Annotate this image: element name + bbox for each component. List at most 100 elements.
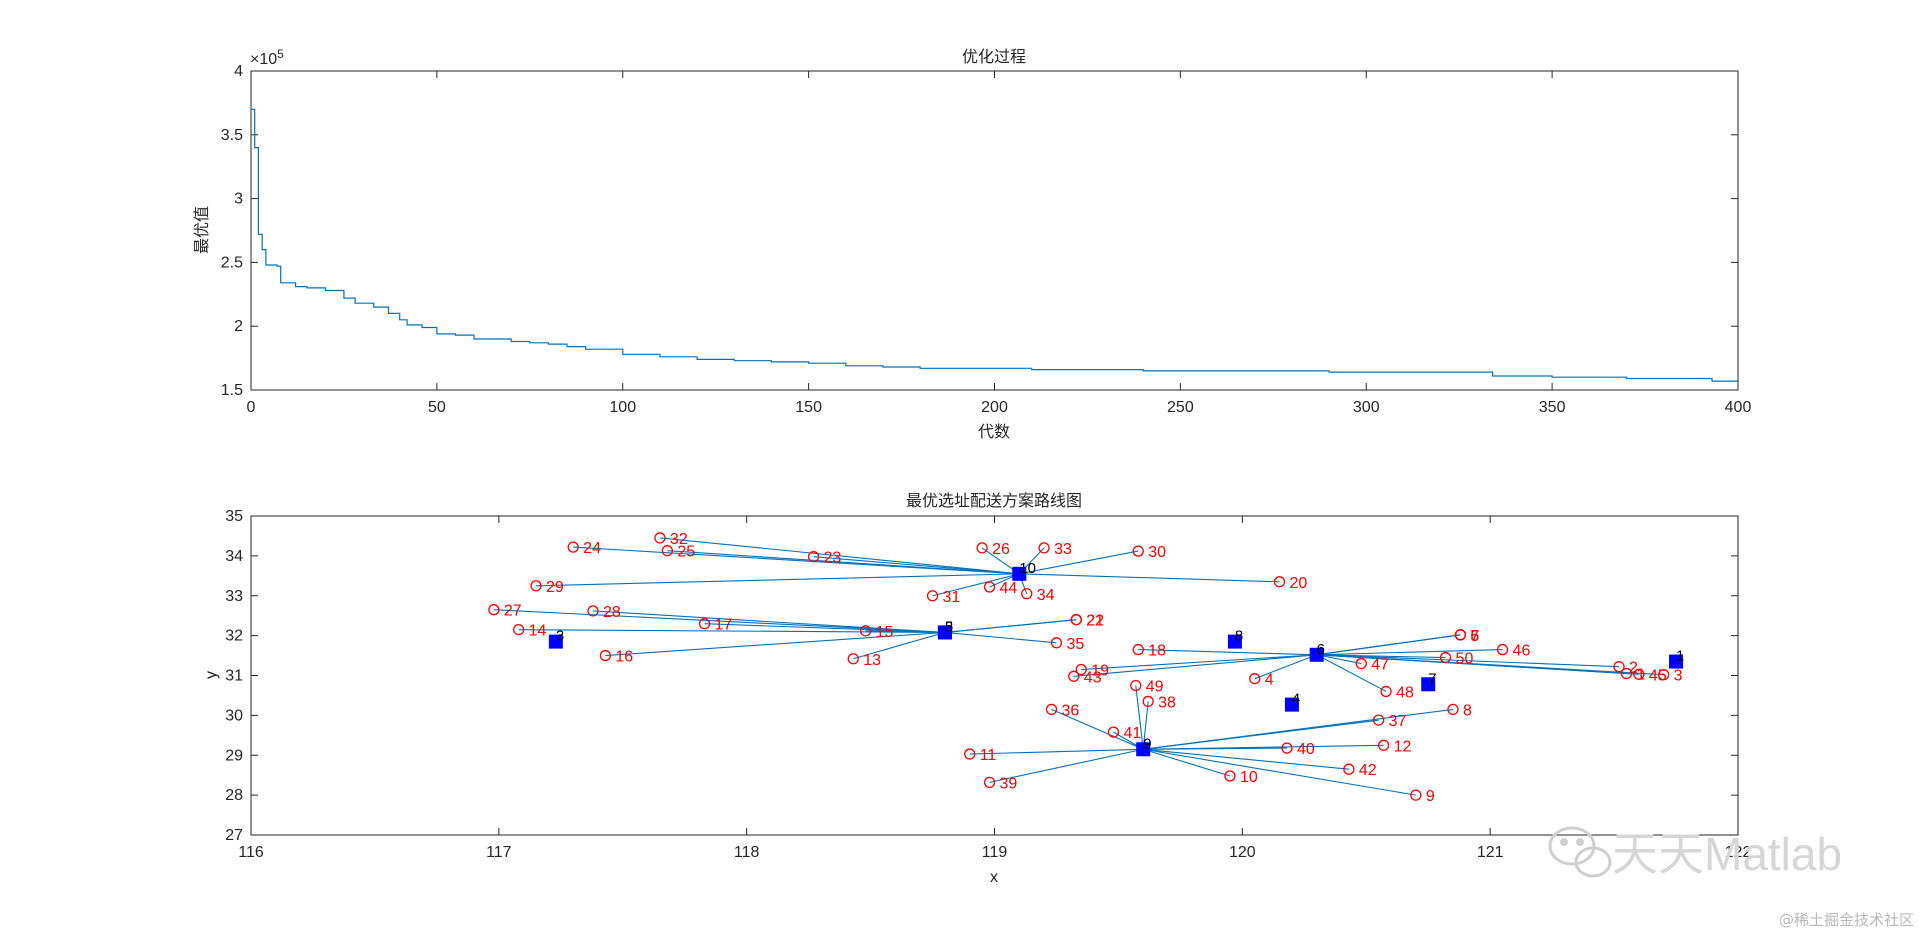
route-line-11: [969, 748, 1144, 755]
customer-point-22: [1070, 614, 1082, 626]
route-line-45: [1316, 654, 1639, 675]
customer-label-45: 45: [1649, 667, 1667, 684]
y-tick-label: 2.5: [221, 254, 243, 271]
route-line-35: [944, 631, 1057, 644]
customer-point-40: [1281, 742, 1293, 754]
route-line-46: [1316, 649, 1503, 656]
y-tick-label: 3.5: [221, 127, 243, 144]
route-line-13: [853, 631, 946, 660]
center-label-5: 5: [945, 618, 953, 635]
route-line-14: [518, 629, 945, 633]
customer-point-24: [567, 541, 579, 553]
center-point-3: [548, 634, 563, 649]
customer-label-29: 29: [546, 579, 564, 596]
center-point-10: [1012, 566, 1027, 581]
footer-watermark: @稀土掘金技术社区: [1779, 911, 1914, 929]
route-map-chart: 116 117 118 119 120 121 122272829303132333435 …: [203, 491, 1751, 886]
customer-label-14: 14: [529, 623, 547, 640]
customer-label-8: 8: [1463, 702, 1472, 719]
route-line-4: [1254, 654, 1317, 680]
customer-point-35: [1050, 637, 1063, 649]
axes-ticks: 0 50 100 150 200 250 300 350 400 1.5 2 2.5 3 3.5 4: [221, 63, 1752, 416]
route-line-23: [813, 556, 1020, 575]
center-point-5: [937, 625, 952, 640]
exponent-power: 5: [277, 47, 284, 61]
customer-label-24: 24: [583, 540, 601, 557]
x-axis-label: 代数: [978, 422, 1010, 441]
route-line-19: [1081, 654, 1317, 671]
customer-label-21: 21: [1086, 613, 1104, 630]
route-line-2: [1316, 654, 1620, 668]
y-exponent-label: ×105: [250, 47, 284, 68]
center-point-8: [1227, 634, 1242, 649]
customer-point-49: [1130, 679, 1142, 692]
customer-label-3: 3: [1674, 668, 1683, 685]
chart-title: 优化过程: [962, 47, 1026, 66]
x-tick-label: 50: [428, 399, 446, 416]
customer-point-8: [1447, 703, 1459, 716]
x-tick-label: 120: [1229, 844, 1256, 861]
customer-label-27: 27: [504, 603, 522, 620]
route-line-39: [989, 748, 1144, 783]
route-line-42: [1143, 748, 1349, 770]
y-tick-label: 3: [234, 191, 243, 208]
x-tick-label: 121: [1477, 844, 1504, 861]
best-value-series-line: [251, 108, 1738, 382]
exponent-base: ×10: [250, 51, 277, 68]
brand-watermark: 天天Matlab: [1612, 828, 1842, 880]
customer-label-19: 19: [1091, 663, 1109, 680]
center-label-10: 10: [1019, 560, 1036, 577]
y-tick-label: 2: [234, 318, 243, 335]
customer-label-38: 38: [1158, 694, 1176, 711]
customer-label-26: 26: [992, 541, 1010, 558]
customer-label-34: 34: [1037, 587, 1055, 604]
customer-point-38: [1142, 695, 1154, 708]
customer-point-47: [1355, 657, 1367, 670]
route-line-37: [1143, 719, 1379, 750]
customer-label-9: 9: [1426, 788, 1435, 805]
customer-point-33: [1038, 542, 1050, 554]
customer-point-25: [661, 545, 674, 557]
route-line-38: [1142, 701, 1149, 750]
customer-label-1: 1: [1636, 667, 1645, 684]
x-axis-label: x: [990, 869, 998, 886]
customer-label-7: 7: [1470, 628, 1479, 645]
customer-point-1: [1620, 667, 1633, 680]
customer-label-48: 48: [1396, 684, 1414, 701]
center-point-6: [1309, 647, 1324, 662]
x-tick-label: 150: [795, 399, 822, 416]
customer-label-23: 23: [824, 550, 842, 567]
y-tick-label: 4: [234, 63, 243, 80]
customer-point-32: [654, 532, 666, 544]
customer-label-16: 16: [615, 649, 633, 666]
route-line-31: [932, 573, 1020, 597]
customer-point-23: [807, 551, 820, 563]
customer-point-34: [1021, 588, 1033, 600]
customer-label-30: 30: [1148, 544, 1166, 561]
route-line-16: [605, 631, 945, 657]
x-tick-label: 117: [486, 844, 512, 861]
customer-point-7: [1454, 629, 1467, 641]
customer-point-28: [587, 605, 599, 617]
y-tick-label: 1.5: [221, 382, 243, 399]
customer-point-3: [1658, 669, 1670, 681]
x-tick-label: 200: [981, 399, 1008, 416]
route-line-7: [1316, 634, 1461, 656]
plot-area: [250, 70, 1739, 391]
customer-point-26: [976, 542, 988, 554]
customer-point-12: [1377, 739, 1390, 751]
chart-title: 最优选址配送方案路线图: [906, 491, 1082, 510]
y-tick-label: 29: [225, 747, 243, 764]
route-line-22: [944, 619, 1077, 633]
customer-label-2: 2: [1629, 660, 1638, 677]
x-tick-label: 118: [734, 844, 760, 861]
customer-point-13: [847, 653, 859, 665]
customer-label-10: 10: [1240, 769, 1258, 786]
customer-label-39: 39: [1000, 775, 1018, 792]
customer-point-29: [530, 580, 542, 592]
customer-label-28: 28: [603, 604, 621, 621]
route-line-17: [704, 623, 945, 633]
route-line-40: [1143, 747, 1287, 750]
y-axis-label: y: [203, 671, 220, 679]
